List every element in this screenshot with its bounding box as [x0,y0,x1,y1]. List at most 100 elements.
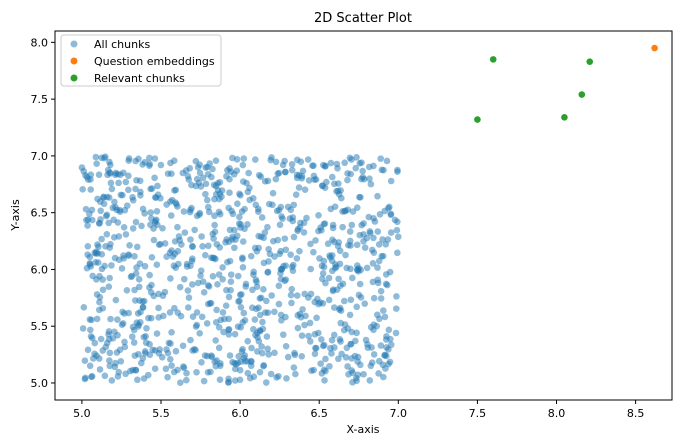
point-all-chunks [231,244,238,252]
point-all-chunks [370,234,377,242]
point-all-chunks [334,242,342,250]
point-all-chunks [101,153,109,160]
point-all-chunks [135,321,142,329]
point-all-chunks [392,329,400,337]
point-all-chunks [151,365,159,372]
point-all-chunks [208,173,215,181]
point-all-chunks [105,283,113,291]
point-all-chunks [239,161,247,169]
point-all-chunks [174,223,181,231]
point-all-chunks [273,374,280,381]
point-all-chunks [369,278,377,286]
point-all-chunks [106,244,114,251]
point-all-chunks [348,156,355,163]
point-all-chunks [157,161,165,169]
point-all-chunks [357,294,365,301]
point-all-chunks [118,321,126,328]
point-all-chunks [198,233,205,240]
point-all-chunks [312,344,319,352]
point-all-chunks [267,370,275,378]
point-all-chunks [183,369,190,377]
point-all-chunks [215,323,223,331]
point-all-chunks [211,221,218,229]
point-all-chunks [95,306,103,314]
point-all-chunks [223,286,230,294]
point-all-chunks [96,366,104,373]
point-all-chunks [239,345,246,353]
point-all-chunks [139,205,147,213]
point-all-chunks [326,362,333,370]
point-all-chunks [333,160,341,168]
point-all-chunks [80,304,88,311]
legend-label-all-chunks: All chunks [94,38,150,51]
point-all-chunks [86,210,93,218]
point-all-chunks [322,279,329,287]
point-all-chunks [99,347,107,354]
point-all-chunks [386,358,394,366]
point-all-chunks [251,244,259,252]
point-all-chunks [294,324,302,332]
point-all-chunks [141,348,149,355]
point-all-chunks [213,357,220,364]
point-all-chunks [191,226,198,234]
point-all-chunks [366,377,374,384]
point-all-chunks [291,349,298,357]
point-all-chunks [153,207,161,215]
point-all-chunks [194,279,202,287]
point-all-chunks [108,185,116,193]
point-all-chunks [168,196,176,204]
point-all-chunks [337,338,344,345]
point-all-chunks [328,173,336,181]
point-all-chunks [226,189,233,196]
point-all-chunks [377,287,385,295]
point-all-chunks [161,240,169,247]
point-all-chunks [391,216,399,224]
point-all-chunks [97,207,104,215]
point-all-chunks [203,196,211,204]
point-all-chunks [385,326,393,334]
point-all-chunks [348,221,356,229]
point-all-chunks [172,347,180,355]
point-all-chunks [341,159,349,167]
point-all-chunks [330,331,338,339]
point-all-chunks [82,205,90,213]
point-all-chunks [244,369,252,377]
point-all-chunks [227,271,235,278]
point-all-chunks [314,295,321,303]
point-all-chunks [252,331,259,339]
point-all-chunks [336,260,344,268]
point-all-chunks [261,178,269,185]
point-all-chunks [219,264,226,271]
point-all-chunks [354,266,361,274]
point-all-chunks [105,219,112,227]
chart-title: 2D Scatter Plot [314,11,412,26]
point-all-chunks [125,252,132,259]
point-all-chunks [215,208,223,216]
point-all-chunks [370,294,378,302]
point-all-chunks [242,283,250,290]
point-all-chunks [239,178,247,185]
point-all-chunks [361,300,369,307]
point-all-chunks [146,162,153,169]
point-all-chunks [86,362,94,370]
point-all-chunks [290,233,298,241]
legend-box [60,34,222,87]
point-all-chunks [258,349,266,357]
point-all-chunks [235,352,242,360]
point-all-chunks [236,190,243,198]
point-all-chunks [284,353,292,361]
point-all-chunks [234,200,241,208]
legend-marker-all-chunks [70,40,78,48]
point-all-chunks [310,366,317,374]
point-all-chunks [256,295,264,302]
point-all-chunks [256,327,264,334]
point-all-chunks [84,346,92,354]
point-all-chunks [344,363,351,370]
point-all-chunks [347,296,355,304]
point-all-chunks [86,253,94,261]
y-tick-label: 6.0 [31,263,49,276]
point-all-chunks [382,240,390,248]
point-all-chunks [176,237,184,244]
point-all-chunks [329,267,336,275]
point-all-chunks [374,192,381,200]
